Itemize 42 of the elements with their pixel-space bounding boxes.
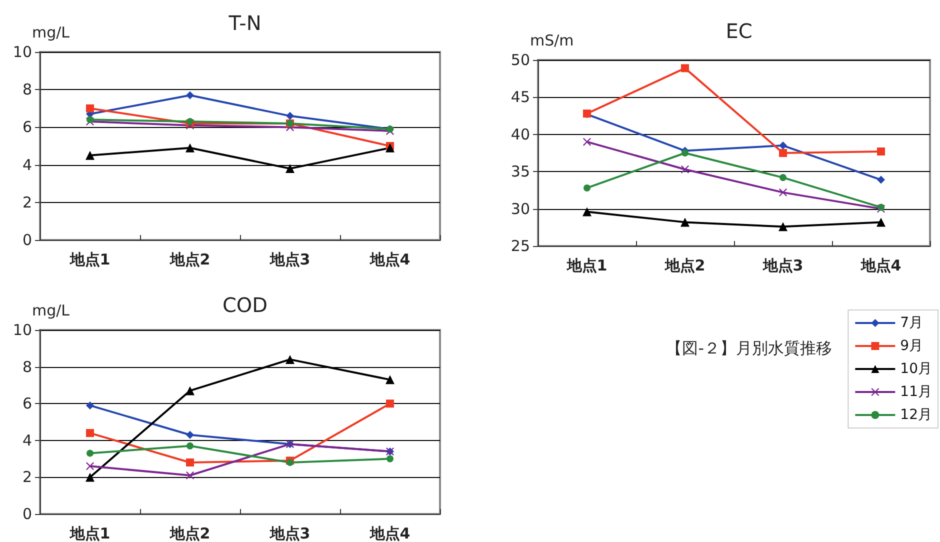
chart-title: COD <box>222 293 268 317</box>
x-tick-label: 地点1 <box>566 256 608 274</box>
x-tick-label: 地点4 <box>368 250 410 268</box>
y-axis-title: mS/m <box>530 32 574 50</box>
chart-title: T-N <box>228 11 262 35</box>
legend-label: 12月 <box>900 407 932 423</box>
x-tick-label: 地点3 <box>268 250 310 268</box>
y-tick-label: 30 <box>510 200 530 218</box>
y-tick-label: 50 <box>510 51 530 69</box>
y-tick-label: 6 <box>22 394 32 413</box>
text: 【図-２】月別水質推移 <box>666 338 832 358</box>
chart-title: EC <box>726 19 752 43</box>
x-tick-label: 地点2 <box>168 524 210 542</box>
x-tick-label: 地点2 <box>664 256 706 274</box>
y-tick-label: 0 <box>22 505 32 523</box>
y-axis-title: mg/L <box>32 302 70 320</box>
y-tick-label: 6 <box>22 118 32 136</box>
y-tick-label: 35 <box>510 162 530 181</box>
legend-label: 11月 <box>900 384 932 400</box>
x-tick-label: 地点4 <box>860 256 902 274</box>
x-tick-label: 地点1 <box>68 250 110 268</box>
y-tick-label: 8 <box>22 358 32 376</box>
y-tick-label: 10 <box>12 321 32 339</box>
y-tick-label: 40 <box>510 125 530 144</box>
y-axis-title: mg/L <box>32 24 70 42</box>
y-tick-label: 10 <box>12 43 32 61</box>
y-tick-label: 2 <box>22 193 32 212</box>
y-tick-label: 4 <box>22 431 32 450</box>
x-tick-label: 地点2 <box>168 250 210 268</box>
x-tick-label: 地点3 <box>762 256 804 274</box>
x-tick-label: 地点4 <box>368 524 410 542</box>
y-tick-label: 0 <box>22 231 32 249</box>
x-tick-label: 地点3 <box>268 524 310 542</box>
y-tick-label: 25 <box>510 237 530 255</box>
legend-label: 10月 <box>900 361 932 377</box>
y-tick-label: 2 <box>22 468 32 486</box>
y-tick-label: 4 <box>22 156 32 174</box>
y-tick-label: 45 <box>510 88 530 106</box>
legend-label: 7月 <box>900 315 924 331</box>
x-tick-label: 地点1 <box>68 524 110 542</box>
y-tick-label: 8 <box>22 80 32 99</box>
legend-label: 9月 <box>900 338 924 354</box>
